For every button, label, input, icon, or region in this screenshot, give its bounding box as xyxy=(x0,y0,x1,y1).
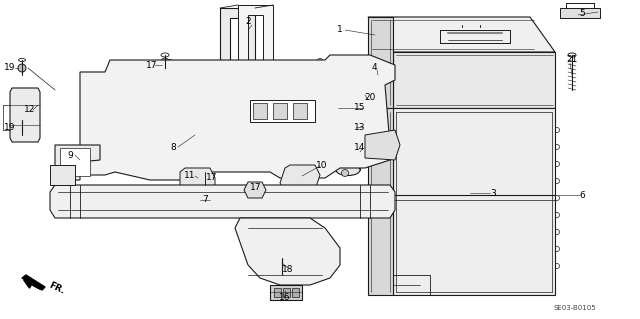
Polygon shape xyxy=(80,55,395,180)
Text: 7: 7 xyxy=(202,196,208,204)
Polygon shape xyxy=(292,288,299,297)
Text: 16: 16 xyxy=(279,293,291,302)
Ellipse shape xyxy=(190,172,206,188)
Polygon shape xyxy=(244,182,266,198)
Ellipse shape xyxy=(122,63,129,70)
Polygon shape xyxy=(10,88,40,142)
Text: 4: 4 xyxy=(371,63,377,72)
Ellipse shape xyxy=(161,58,169,66)
Ellipse shape xyxy=(381,131,388,138)
Text: 19: 19 xyxy=(4,63,16,72)
Polygon shape xyxy=(273,103,287,119)
Polygon shape xyxy=(365,130,400,160)
Text: 17: 17 xyxy=(147,61,157,70)
Ellipse shape xyxy=(277,263,287,273)
Ellipse shape xyxy=(122,165,129,172)
Ellipse shape xyxy=(18,64,26,72)
Polygon shape xyxy=(22,275,45,290)
Ellipse shape xyxy=(340,120,356,127)
Ellipse shape xyxy=(304,244,320,260)
Text: 20: 20 xyxy=(364,93,376,101)
Polygon shape xyxy=(253,103,267,119)
Text: 1: 1 xyxy=(337,26,343,34)
Polygon shape xyxy=(368,17,555,52)
Polygon shape xyxy=(250,100,315,122)
Polygon shape xyxy=(393,108,555,295)
Text: 12: 12 xyxy=(24,106,36,115)
Ellipse shape xyxy=(292,170,308,186)
Text: 21: 21 xyxy=(566,56,578,64)
Polygon shape xyxy=(293,103,307,119)
Ellipse shape xyxy=(317,58,323,65)
Polygon shape xyxy=(50,185,395,218)
Ellipse shape xyxy=(342,169,349,176)
Ellipse shape xyxy=(166,60,173,66)
Polygon shape xyxy=(50,165,75,185)
Polygon shape xyxy=(560,8,600,18)
Text: 17: 17 xyxy=(250,182,262,191)
Text: 3: 3 xyxy=(490,189,496,197)
Ellipse shape xyxy=(260,244,276,260)
Text: 5: 5 xyxy=(579,10,585,19)
Ellipse shape xyxy=(335,100,361,110)
Ellipse shape xyxy=(381,71,388,78)
Polygon shape xyxy=(274,288,281,297)
Polygon shape xyxy=(280,165,320,192)
Ellipse shape xyxy=(336,146,360,158)
Ellipse shape xyxy=(20,127,30,137)
Ellipse shape xyxy=(340,135,356,142)
Ellipse shape xyxy=(348,193,362,207)
Polygon shape xyxy=(270,285,302,300)
Text: 15: 15 xyxy=(355,103,365,113)
Text: 9: 9 xyxy=(67,151,73,160)
Text: 19: 19 xyxy=(4,123,16,132)
Ellipse shape xyxy=(266,56,273,63)
Polygon shape xyxy=(283,288,290,297)
Ellipse shape xyxy=(201,174,209,182)
Polygon shape xyxy=(180,168,215,192)
Text: 18: 18 xyxy=(282,265,294,275)
Ellipse shape xyxy=(250,185,260,195)
Text: 14: 14 xyxy=(355,144,365,152)
Ellipse shape xyxy=(336,165,360,175)
Polygon shape xyxy=(235,218,340,285)
Polygon shape xyxy=(368,108,393,295)
Text: 13: 13 xyxy=(355,122,365,131)
Polygon shape xyxy=(368,17,393,108)
Text: SE03-B0105: SE03-B0105 xyxy=(554,305,596,311)
Text: 2: 2 xyxy=(245,18,251,26)
Ellipse shape xyxy=(18,124,26,132)
Ellipse shape xyxy=(198,103,222,127)
Polygon shape xyxy=(220,8,255,65)
Text: 6: 6 xyxy=(579,190,585,199)
Text: 10: 10 xyxy=(316,161,328,170)
Ellipse shape xyxy=(182,87,238,143)
Ellipse shape xyxy=(78,193,92,207)
Text: 17: 17 xyxy=(206,173,218,182)
Ellipse shape xyxy=(92,142,99,149)
Text: FR.: FR. xyxy=(47,280,66,296)
Polygon shape xyxy=(60,148,90,176)
Ellipse shape xyxy=(57,170,67,180)
Polygon shape xyxy=(55,145,100,180)
Text: 8: 8 xyxy=(170,143,176,152)
Text: 11: 11 xyxy=(184,172,196,181)
Ellipse shape xyxy=(376,159,383,166)
Ellipse shape xyxy=(20,93,30,103)
Ellipse shape xyxy=(68,155,82,169)
Polygon shape xyxy=(393,52,555,108)
Polygon shape xyxy=(238,5,273,62)
